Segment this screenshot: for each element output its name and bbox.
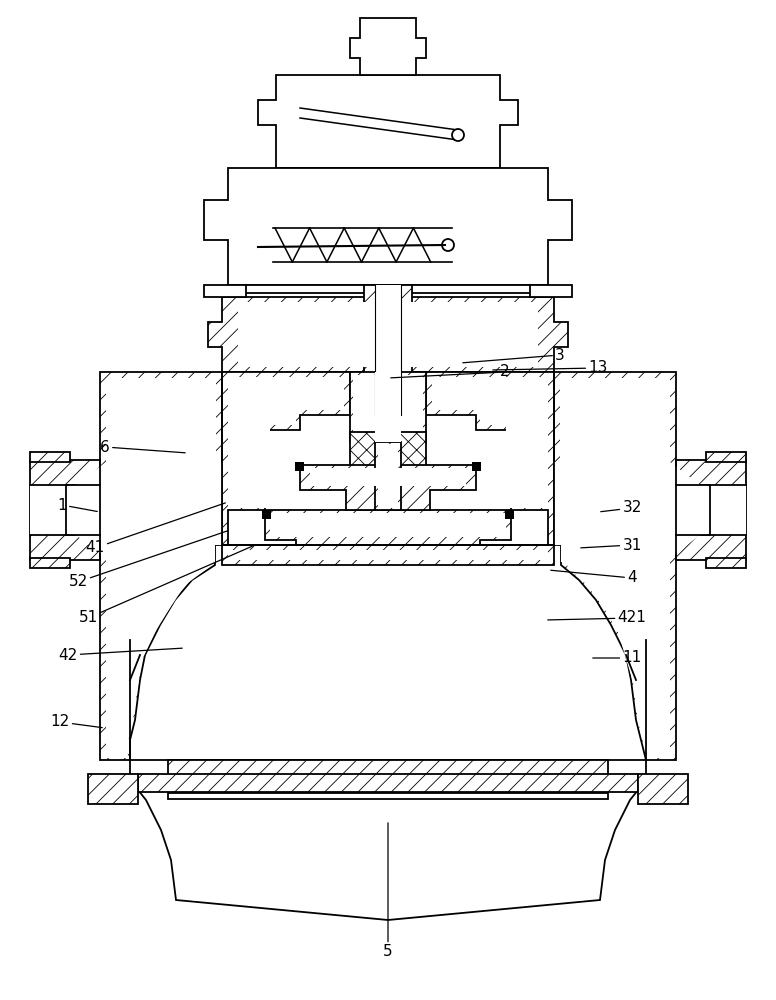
Bar <box>350 432 388 467</box>
Polygon shape <box>66 372 222 760</box>
Text: 13: 13 <box>493 360 608 375</box>
Polygon shape <box>148 765 628 916</box>
Polygon shape <box>554 372 710 760</box>
Polygon shape <box>72 462 222 562</box>
Polygon shape <box>676 460 746 560</box>
Polygon shape <box>130 760 646 920</box>
Text: 31: 31 <box>580 538 642 552</box>
Text: 1: 1 <box>57 497 97 512</box>
Bar <box>378 444 398 508</box>
Text: 3: 3 <box>462 348 565 363</box>
Bar <box>530 285 572 297</box>
Text: 12: 12 <box>50 714 102 730</box>
Bar <box>706 558 746 568</box>
Bar <box>472 462 481 471</box>
Bar <box>30 485 100 535</box>
Polygon shape <box>554 462 704 562</box>
Bar <box>30 452 70 462</box>
Text: 421: 421 <box>548 610 646 626</box>
Bar <box>295 462 304 471</box>
Bar <box>228 550 548 560</box>
Bar <box>282 78 494 165</box>
Polygon shape <box>560 378 704 758</box>
Polygon shape <box>350 18 426 75</box>
Polygon shape <box>258 75 518 168</box>
Polygon shape <box>208 297 568 372</box>
Polygon shape <box>72 378 216 758</box>
Circle shape <box>452 129 464 141</box>
Bar <box>364 285 412 415</box>
Polygon shape <box>265 510 511 545</box>
Text: 52: 52 <box>68 531 227 589</box>
Bar <box>706 452 746 462</box>
Bar <box>88 774 138 804</box>
Polygon shape <box>228 377 344 508</box>
Bar <box>391 375 423 439</box>
Polygon shape <box>222 372 350 545</box>
Bar <box>204 285 246 297</box>
Polygon shape <box>204 168 572 285</box>
Bar <box>505 510 514 519</box>
Text: 6: 6 <box>100 440 185 454</box>
Polygon shape <box>426 372 554 545</box>
Polygon shape <box>30 460 100 560</box>
Bar <box>168 793 608 799</box>
Bar <box>262 510 271 519</box>
Bar <box>222 545 554 565</box>
Bar <box>676 485 746 535</box>
Bar <box>238 302 538 367</box>
Text: 11: 11 <box>593 650 642 666</box>
Text: 42: 42 <box>58 648 182 662</box>
Bar <box>350 372 388 442</box>
Polygon shape <box>300 465 476 510</box>
Text: 51: 51 <box>78 546 252 626</box>
Bar <box>388 432 426 467</box>
Bar <box>375 372 401 442</box>
Text: 41: 41 <box>85 503 225 556</box>
Bar <box>30 558 70 568</box>
Bar <box>138 774 638 792</box>
Bar <box>388 372 426 442</box>
Bar <box>353 375 385 439</box>
Bar <box>270 513 506 537</box>
Bar <box>375 442 401 510</box>
Circle shape <box>442 239 454 251</box>
Bar <box>168 760 608 782</box>
Text: 5: 5 <box>383 823 393 960</box>
Bar <box>238 285 538 293</box>
Polygon shape <box>432 377 548 508</box>
Bar <box>238 173 538 280</box>
Text: 2: 2 <box>391 364 510 379</box>
Text: 32: 32 <box>601 500 642 516</box>
Text: 4: 4 <box>551 570 637 585</box>
Bar <box>638 774 688 804</box>
Bar <box>375 285 401 415</box>
Bar <box>310 468 466 486</box>
